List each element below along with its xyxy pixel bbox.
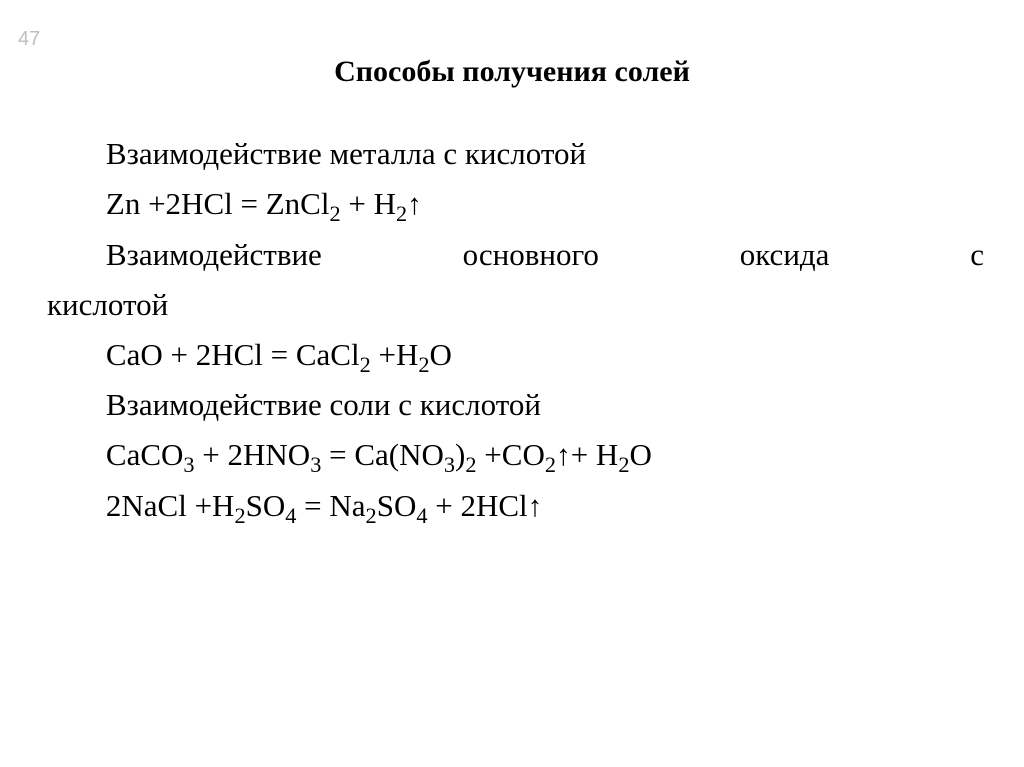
- w4: с: [970, 237, 984, 272]
- slide-page: 47 Способы получения солей Взаимодействи…: [0, 0, 1024, 767]
- section-heading-2-line2: кислотой: [47, 281, 984, 331]
- equation-3: CaCO3 + 2HNO3 = Ca(NO3)2 +CO2↑+ H2O: [47, 431, 984, 482]
- w5: кислотой: [47, 287, 168, 322]
- content-body: Взаимодействие металла с кислотой Zn +2H…: [47, 130, 984, 532]
- w1: Взаимодействие: [106, 237, 322, 272]
- heading-text-3: Взаимодействие соли с кислотой: [106, 387, 541, 422]
- equation-1: Zn +2HCl = ZnCl2 + H2↑: [47, 180, 984, 231]
- w3: оксида: [740, 237, 830, 272]
- section-heading-1: Взаимодействие металла с кислотой: [47, 130, 984, 180]
- heading-text: Взаимодействие металла с кислотой: [106, 136, 586, 171]
- w2: основного: [463, 237, 599, 272]
- page-title: Способы получения солей: [0, 55, 1024, 89]
- equation-4: 2NaCl +H2SO4 = Na2SO4 + 2HCl↑: [47, 482, 984, 533]
- page-number: 47: [18, 28, 40, 51]
- equation-2: CaO + 2HCl = CaCl2 +H2O: [47, 331, 984, 381]
- section-heading-2-line1: Взаимодействие основного оксида с: [47, 231, 984, 281]
- section-heading-3: Взаимодействие соли с кислотой: [47, 381, 984, 431]
